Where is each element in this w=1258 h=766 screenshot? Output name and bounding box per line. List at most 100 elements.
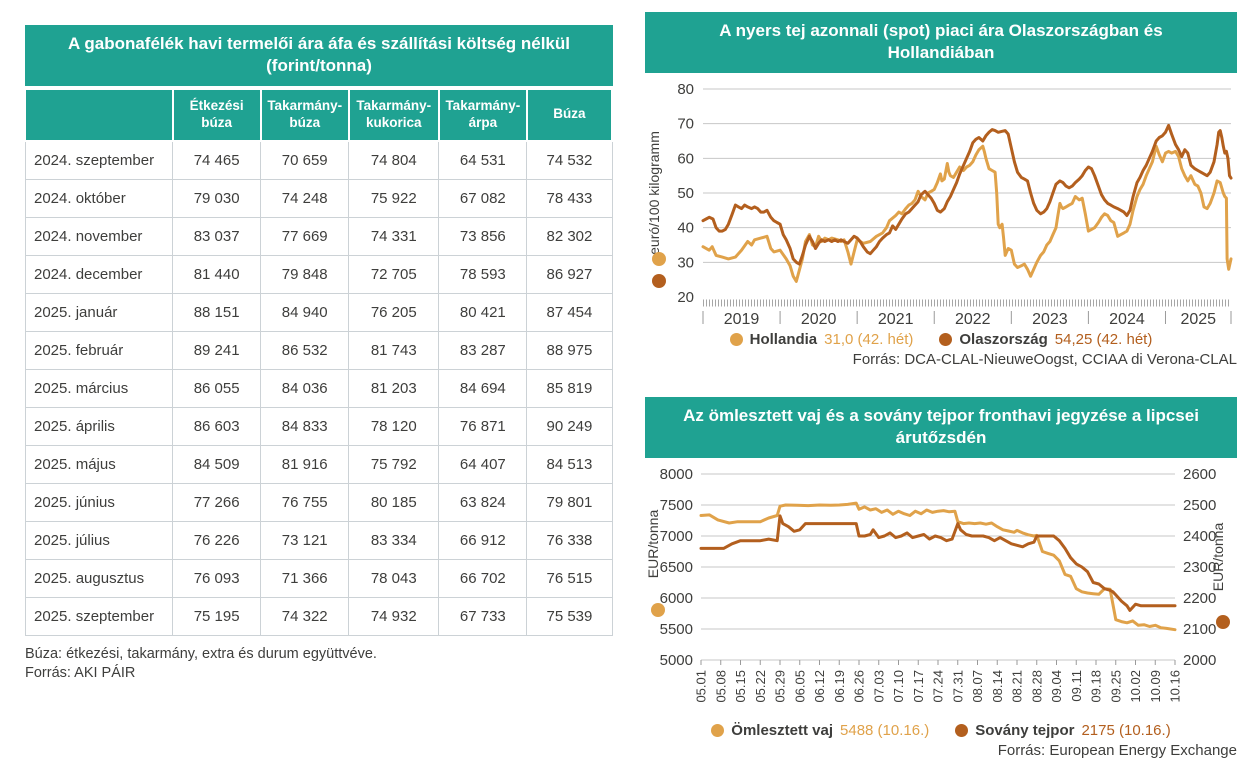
price-cell: 64 407 (438, 444, 528, 484)
olaszorszag-dot-icon (939, 332, 953, 346)
svg-text:2200: 2200 (1183, 590, 1216, 607)
svg-text:2600: 2600 (1183, 466, 1216, 483)
price-cell: 84 036 (260, 368, 350, 408)
svg-text:70: 70 (677, 116, 694, 133)
price-cell: 76 338 (526, 520, 613, 560)
table-row: 2025. április 86 603 84 833 78 120 76 871 90 … (24, 406, 613, 446)
svg-text:07.10: 07.10 (891, 670, 906, 703)
price-cell: 86 055 (172, 368, 262, 408)
price-cell: 83 334 (348, 520, 440, 560)
svg-text:07.31: 07.31 (950, 670, 965, 703)
price-cell: 74 804 (348, 140, 440, 180)
grain-table-header: Étkezési búza Takarmány- búza Takarmány-… (25, 87, 614, 142)
price-cell: 81 203 (348, 368, 440, 408)
price-cell: 66 702 (438, 558, 528, 598)
svg-text:2020: 2020 (801, 311, 837, 328)
svg-text:08.07: 08.07 (970, 670, 985, 703)
price-cell: 66 912 (438, 520, 528, 560)
svg-text:06.26: 06.26 (852, 670, 867, 703)
table-row: 2024. december 81 440 79 848 72 705 78 593 86… (24, 254, 613, 294)
price-cell: 86 532 (260, 330, 350, 370)
month-cell: 2024. december (24, 254, 174, 294)
milk-chart-title: A nyers tej azonnali (spot) piaci ára Ol… (645, 12, 1237, 73)
price-cell: 76 226 (172, 520, 262, 560)
svg-text:09.11: 09.11 (1069, 670, 1084, 702)
svg-text:6500: 6500 (660, 559, 693, 576)
svg-text:2019: 2019 (724, 311, 760, 328)
price-cell: 72 705 (348, 254, 440, 294)
svg-text:2024: 2024 (1109, 311, 1145, 328)
price-cell: 80 185 (348, 482, 440, 522)
svg-text:05.29: 05.29 (773, 670, 788, 703)
price-cell: 85 819 (526, 368, 613, 408)
month-cell: 2025. január (24, 292, 174, 332)
month-cell: 2025. szeptember (24, 596, 174, 636)
legend-value-hollandia: 31,0 (42. hét) (824, 330, 914, 348)
price-cell: 76 205 (348, 292, 440, 332)
table-source: Forrás: AKI PÁIR (25, 665, 136, 682)
price-cell: 78 433 (526, 178, 613, 218)
dairy-futures-chart: 5000 5500 6000 6500 7000 7500 8000 2000 2100 2200… (645, 466, 1230, 703)
milk-chart-panel: A nyers tej azonnali (spot) piaci ára Ol… (645, 12, 1237, 368)
price-cell: 84 940 (260, 292, 350, 332)
tejpor-dot-icon (955, 723, 969, 737)
price-cell: 86 927 (526, 254, 613, 294)
svg-text:7500: 7500 (660, 497, 693, 514)
price-cell: 71 366 (260, 558, 350, 598)
table-row: 2024. november 83 037 77 669 74 331 73 856 82… (24, 216, 613, 256)
svg-text:06.05: 06.05 (792, 670, 807, 703)
price-cell: 75 792 (348, 444, 440, 484)
table-row: 2025. február 89 241 86 532 81 743 83 287 88 … (24, 330, 613, 370)
price-cell: 79 801 (526, 482, 613, 522)
svg-text:08.28: 08.28 (1029, 670, 1044, 703)
svg-text:80: 80 (677, 81, 694, 98)
price-cell: 75 195 (172, 596, 262, 636)
svg-text:8000: 8000 (660, 466, 693, 483)
dairy-futures-chart-panel: Az ömlesztett vaj és a sovány tejpor fro… (645, 397, 1237, 759)
svg-text:2400: 2400 (1183, 528, 1216, 545)
svg-text:07.03: 07.03 (871, 670, 886, 703)
price-cell: 77 266 (172, 482, 262, 522)
price-cell: 83 287 (438, 330, 528, 370)
price-cell: 74 465 (172, 140, 262, 180)
price-cell: 73 121 (260, 520, 350, 560)
price-cell: 78 120 (348, 406, 440, 446)
price-cell: 67 082 (438, 178, 528, 218)
legend-value-olaszorszag: 54,25 (42. hét) (1054, 330, 1153, 348)
price-cell: 76 755 (260, 482, 350, 522)
price-cell: 76 871 (438, 406, 528, 446)
table-row: 2025. július 76 226 73 121 83 334 66 912 76 3… (24, 520, 613, 560)
month-cell: 2025. május (24, 444, 174, 484)
price-cell: 89 241 (172, 330, 262, 370)
svg-text:06.12: 06.12 (812, 670, 827, 703)
price-cell: 70 659 (260, 140, 350, 180)
legend-item-olaszorszag: Olaszország 54,25 (42. hét) (939, 331, 1152, 348)
price-cell: 79 848 (260, 254, 350, 294)
svg-text:60: 60 (677, 150, 694, 167)
svg-text:10.16: 10.16 (1168, 670, 1183, 703)
svg-text:2000: 2000 (1183, 652, 1216, 669)
legend-value-vaj: 5488 (10.16.) (840, 721, 930, 739)
svg-text:10.09: 10.09 (1148, 670, 1163, 703)
table-row: 2025. augusztus 76 093 71 366 78 043 66 702 7… (24, 558, 613, 598)
table-row: 2024. szeptember 74 465 70 659 74 804 64 531… (24, 140, 613, 180)
svg-text:10.02: 10.02 (1128, 670, 1143, 703)
svg-text:05.15: 05.15 (733, 670, 748, 703)
header-takarmany-kukorica: Takarmány- kukorica (347, 87, 440, 142)
price-cell: 88 151 (172, 292, 262, 332)
price-cell: 81 743 (348, 330, 440, 370)
price-cell: 74 532 (526, 140, 613, 180)
table-row: 2024. október 79 030 74 248 75 922 67 082 78 … (24, 178, 613, 218)
price-cell: 76 515 (526, 558, 613, 598)
price-cell: 88 975 (526, 330, 613, 370)
dairy-chart-source: Forrás: European Energy Exchange (997, 741, 1237, 759)
month-cell: 2025. február (24, 330, 174, 370)
table-row: 2025. június 77 266 76 755 80 185 63 824 79 8… (24, 482, 613, 522)
header-takarmany-buza: Takarmány- búza (259, 87, 350, 142)
month-cell: 2025. június (24, 482, 174, 522)
price-cell: 76 093 (172, 558, 262, 598)
legend-label-hollandia: Hollandia (749, 330, 818, 348)
svg-text:20: 20 (677, 289, 694, 306)
grain-price-table: Étkezési búza Takarmány- búza Takarmány-… (24, 87, 614, 636)
svg-text:2025: 2025 (1180, 311, 1216, 328)
